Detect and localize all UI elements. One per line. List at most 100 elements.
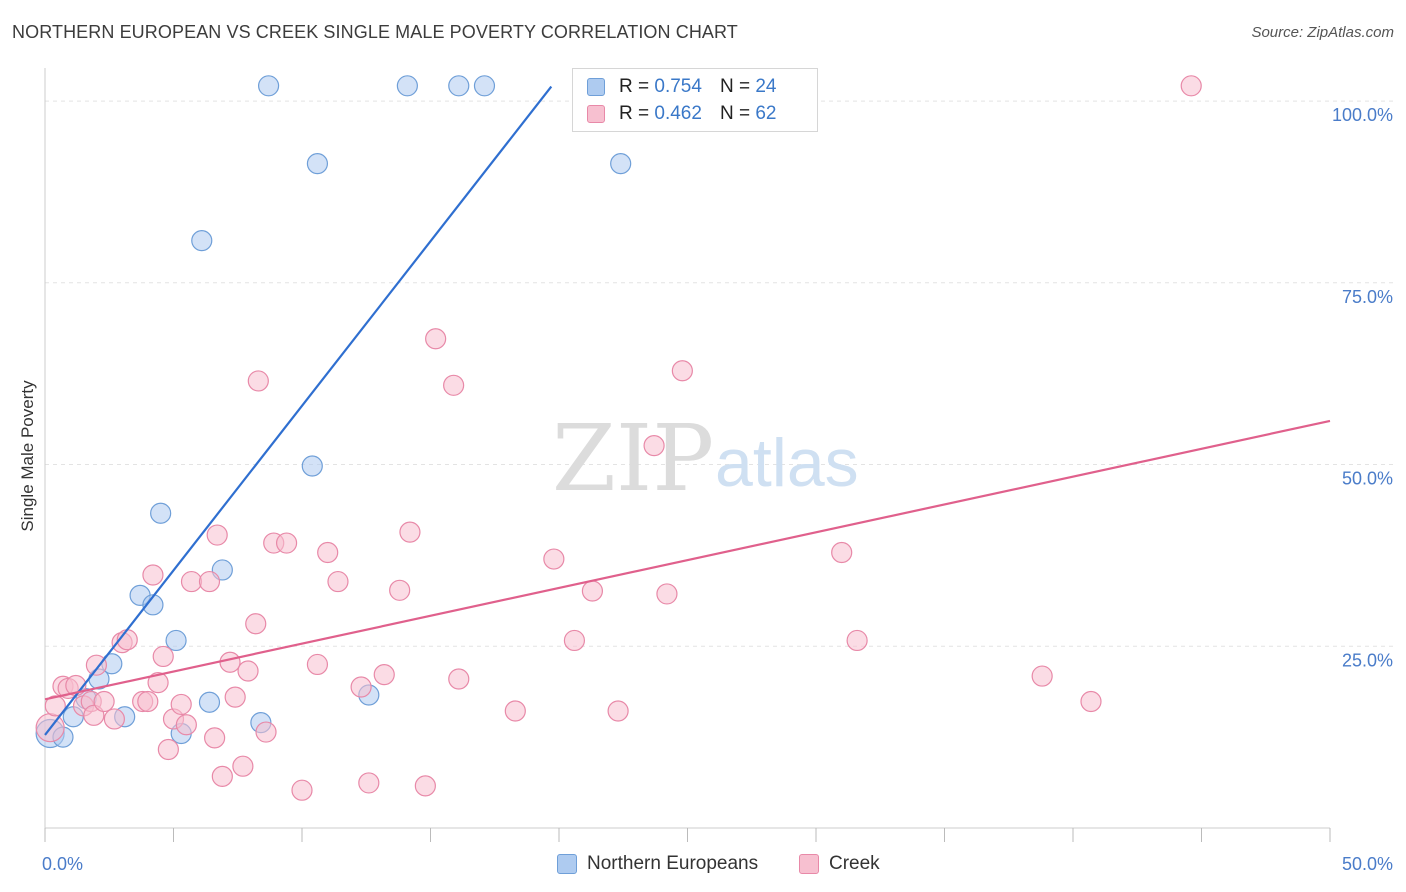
point-creek: [170, 693, 192, 716]
point-northern-europeans: [257, 75, 280, 97]
watermark-zip: ZIP: [552, 405, 714, 512]
point-creek: [448, 668, 470, 690]
point-creek: [1031, 665, 1053, 687]
legend-r-value: 0.754: [654, 76, 702, 97]
point-creek: [103, 708, 125, 730]
point-northern-europeans: [165, 629, 187, 652]
point-northern-europeans: [473, 75, 496, 97]
point-creek: [846, 629, 868, 652]
point-creek: [389, 579, 411, 601]
legend-n-label: N =: [719, 103, 751, 124]
legend-n-value: 24: [755, 76, 777, 97]
point-creek: [211, 765, 233, 787]
legend-r-label: R =: [619, 103, 650, 124]
point-creek: [232, 755, 254, 777]
bottom-legend-northern-europeans: Northern Europeans: [557, 852, 758, 876]
trend-line-northern-europeans: [44, 85, 553, 736]
tick-labels: 25.0% 50.0% 75.0% 100.0% 0.0% 50.0%: [42, 105, 1393, 874]
point-northern-europeans: [610, 152, 632, 175]
bottom-legend-swatch-pink: [799, 854, 819, 874]
point-creek: [306, 653, 329, 676]
point-creek: [247, 370, 269, 392]
point-creek: [656, 583, 678, 605]
point-creek: [373, 664, 395, 686]
y-tick-label: 75.0%: [1342, 287, 1393, 307]
legend-swatch-pink: [587, 105, 605, 123]
y-tick-label: 25.0%: [1342, 650, 1393, 670]
point-creek: [671, 360, 693, 382]
point-creek: [275, 532, 298, 554]
point-creek: [137, 690, 159, 713]
legend-r-label: R =: [619, 76, 650, 97]
point-creek: [607, 700, 629, 722]
x-tick-label: 50.0%: [1342, 854, 1393, 874]
axes: [44, 68, 1331, 842]
bottom-legend-label: Creek: [829, 853, 880, 874]
point-creek: [643, 435, 665, 457]
y-axis-title: Single Male Poverty: [18, 380, 37, 532]
point-creek: [204, 727, 226, 749]
bottom-legend-label: Northern Europeans: [587, 853, 759, 874]
point-northern-europeans: [198, 691, 221, 713]
point-creek: [543, 548, 565, 570]
legend-n-label: N =: [719, 76, 751, 97]
point-creek: [358, 772, 380, 794]
point-northern-europeans: [306, 152, 329, 175]
watermark-atlas: atlas: [715, 425, 859, 501]
point-creek: [443, 374, 465, 396]
x-tick-label: 0.0%: [42, 854, 83, 874]
y-tick-label: 100.0%: [1332, 105, 1393, 125]
data-points: [35, 75, 1202, 801]
y-tick-label: 50.0%: [1342, 469, 1393, 489]
point-creek: [198, 570, 221, 593]
point-northern-europeans: [150, 502, 172, 524]
chart-title: NORTHERN EUROPEAN VS CREEK SINGLE MALE P…: [12, 22, 738, 42]
point-creek: [147, 672, 169, 694]
legend-n-value: 62: [755, 103, 777, 124]
point-creek: [175, 714, 197, 736]
point-creek: [831, 541, 853, 564]
legend-r-value: 0.462: [654, 103, 702, 124]
point-northern-europeans: [301, 455, 323, 477]
trend-line-creek: [44, 419, 1331, 701]
point-creek: [219, 651, 241, 673]
point-creek: [291, 779, 313, 801]
point-creek: [245, 613, 267, 635]
point-creek: [327, 570, 349, 593]
watermark: ZIP atlas: [552, 405, 859, 512]
point-creek: [237, 660, 259, 682]
legend-row-northern-europeans: R = 0.754 N = 24: [587, 75, 776, 99]
point-creek: [414, 775, 436, 797]
point-northern-europeans: [448, 75, 470, 97]
point-northern-europeans: [142, 594, 164, 616]
point-creek: [581, 580, 604, 602]
point-creek: [85, 654, 108, 676]
point-creek: [44, 695, 66, 717]
point-creek: [255, 721, 277, 743]
point-creek: [504, 700, 526, 722]
point-creek: [180, 570, 203, 593]
point-creek: [1080, 690, 1102, 713]
source-label: Source: ZipAtlas.com: [1251, 24, 1394, 41]
point-creek: [563, 629, 586, 652]
point-creek: [93, 690, 115, 713]
grid-lines: [45, 100, 1395, 647]
point-northern-europeans: [396, 75, 418, 97]
point-creek: [425, 328, 447, 350]
trend-lines: [44, 85, 1331, 736]
point-creek: [152, 645, 174, 668]
legend: R = 0.754 N = 24 R = 0.462 N = 62: [572, 68, 818, 132]
bottom-legend-creek: Creek: [799, 852, 880, 876]
point-creek: [350, 676, 372, 698]
point-northern-europeans: [191, 230, 213, 252]
legend-row-creek: R = 0.462 N = 62: [587, 102, 776, 126]
point-creek: [206, 524, 228, 546]
point-creek: [1180, 75, 1202, 97]
point-creek: [157, 738, 179, 761]
legend-swatch-blue: [587, 78, 605, 96]
point-creek: [224, 686, 246, 708]
point-creek: [142, 564, 164, 586]
point-creek: [399, 521, 421, 543]
bottom-legend-swatch-blue: [557, 854, 577, 874]
